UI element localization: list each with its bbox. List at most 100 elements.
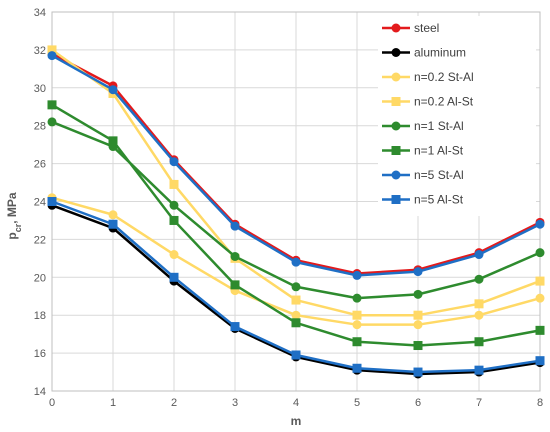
legend-marker <box>391 195 401 204</box>
data-point <box>47 197 57 206</box>
data-point <box>291 257 301 267</box>
data-point <box>535 276 545 286</box>
data-point <box>474 337 484 347</box>
data-point <box>108 136 118 146</box>
x-tick-label: 7 <box>476 397 482 409</box>
x-tick-label: 2 <box>171 397 177 409</box>
series-layer <box>47 45 545 379</box>
data-point <box>352 363 362 373</box>
data-point <box>169 179 179 189</box>
legend-item: n=1 St-Al <box>382 119 464 133</box>
x-tick-label: 8 <box>537 397 543 409</box>
data-point <box>230 322 240 332</box>
data-point <box>291 350 301 360</box>
data-point <box>535 325 545 335</box>
series-6 <box>47 51 545 280</box>
data-point <box>169 250 179 260</box>
x-tick-labels: 0 1 2 3 4 5 6 7 8 <box>49 397 543 409</box>
data-point <box>474 299 484 309</box>
data-point <box>291 282 301 292</box>
legend-item: n=5 Al-St <box>382 193 464 207</box>
legend-label: steel <box>414 21 439 35</box>
y-tick-labels: 14 16 18 20 22 24 26 28 30 32 34 <box>34 7 46 398</box>
data-point <box>47 117 57 127</box>
x-tick-label: 5 <box>354 397 360 409</box>
data-point <box>535 356 545 366</box>
data-point <box>535 248 545 258</box>
data-point <box>108 219 118 229</box>
data-point <box>352 320 362 330</box>
y-tick-label: 26 <box>34 159 46 171</box>
y-tick-label: 24 <box>34 197 46 209</box>
data-point <box>47 45 57 55</box>
y-tick-label: 22 <box>34 234 46 246</box>
y-tick-label: 14 <box>34 386 46 398</box>
legend-label: n=0.2 St-Al <box>414 70 474 84</box>
data-point <box>352 337 362 347</box>
legend-label: n=1 St-Al <box>414 119 464 133</box>
x-tick-label: 4 <box>293 397 299 409</box>
x-tick-label: 6 <box>415 397 421 409</box>
legend-marker <box>391 97 401 106</box>
data-point <box>352 293 362 303</box>
legend-marker <box>391 170 401 180</box>
y-tick-label: 18 <box>34 310 46 322</box>
legend-background <box>378 16 536 216</box>
data-point <box>413 320 423 330</box>
data-point <box>413 367 423 377</box>
legend-label: n=5 St-Al <box>414 168 464 182</box>
data-point <box>230 280 240 290</box>
legend-marker <box>391 48 401 57</box>
series-5 <box>47 100 545 351</box>
y-tick-label: 34 <box>34 7 46 19</box>
legend-label: n=1 Al-St <box>414 144 464 158</box>
legend-item: n=0.2 St-Al <box>382 70 474 84</box>
legend-marker <box>391 72 401 82</box>
data-point <box>169 157 179 167</box>
x-tick-label: 0 <box>49 397 55 409</box>
data-point <box>108 210 118 220</box>
data-point <box>169 215 179 225</box>
legend-label: n=5 Al-St <box>414 193 464 207</box>
legend-item: n=5 St-Al <box>382 168 464 182</box>
data-point <box>474 310 484 320</box>
y-tick-label: 32 <box>34 45 46 57</box>
legend-marker <box>391 121 401 131</box>
legend-item: aluminum <box>382 46 466 60</box>
legend-item: n=0.2 Al-St <box>382 95 474 109</box>
data-point <box>108 85 118 95</box>
data-point <box>291 318 301 328</box>
data-point <box>291 295 301 305</box>
data-point <box>291 310 301 320</box>
data-point <box>474 365 484 375</box>
data-point <box>230 251 240 261</box>
series-2 <box>47 193 545 330</box>
legend-item: steel <box>382 21 439 35</box>
x-tick-label: 3 <box>232 397 238 409</box>
data-point <box>413 267 423 277</box>
x-tick-label: 1 <box>110 397 116 409</box>
legend-label: aluminum <box>414 46 466 60</box>
y-tick-label: 28 <box>34 121 46 133</box>
legend-item: n=1 Al-St <box>382 144 464 158</box>
data-point <box>230 221 240 231</box>
series-7 <box>47 197 545 377</box>
x-axis-label: m <box>291 414 302 428</box>
data-point <box>47 100 57 110</box>
data-point <box>535 219 545 229</box>
data-point <box>169 272 179 282</box>
legend-marker <box>391 23 401 33</box>
data-point <box>474 274 484 284</box>
data-point <box>352 270 362 280</box>
legend: steel aluminum n=0.2 St-Al n=0.2 Al-St n=1 S… <box>378 16 536 216</box>
data-point <box>535 293 545 303</box>
data-point <box>413 341 423 351</box>
y-tick-label: 30 <box>34 83 46 95</box>
legend-label: n=0.2 Al-St <box>414 95 474 109</box>
data-point <box>413 289 423 299</box>
y-axis-label: pcr, MPa <box>5 192 23 240</box>
y-tick-label: 16 <box>34 348 46 360</box>
data-point <box>169 200 179 210</box>
legend-marker <box>391 146 401 155</box>
